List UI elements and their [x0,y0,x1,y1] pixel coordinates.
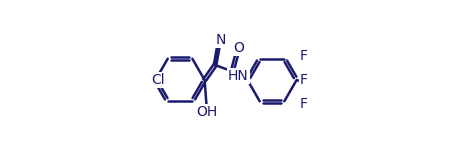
Text: HN: HN [227,69,248,83]
Text: F: F [299,73,307,87]
Text: O: O [232,41,243,55]
Text: F: F [299,49,307,63]
Text: Cl: Cl [151,73,165,87]
Text: F: F [299,97,307,111]
Text: OH: OH [196,105,218,119]
Text: N: N [215,33,225,47]
